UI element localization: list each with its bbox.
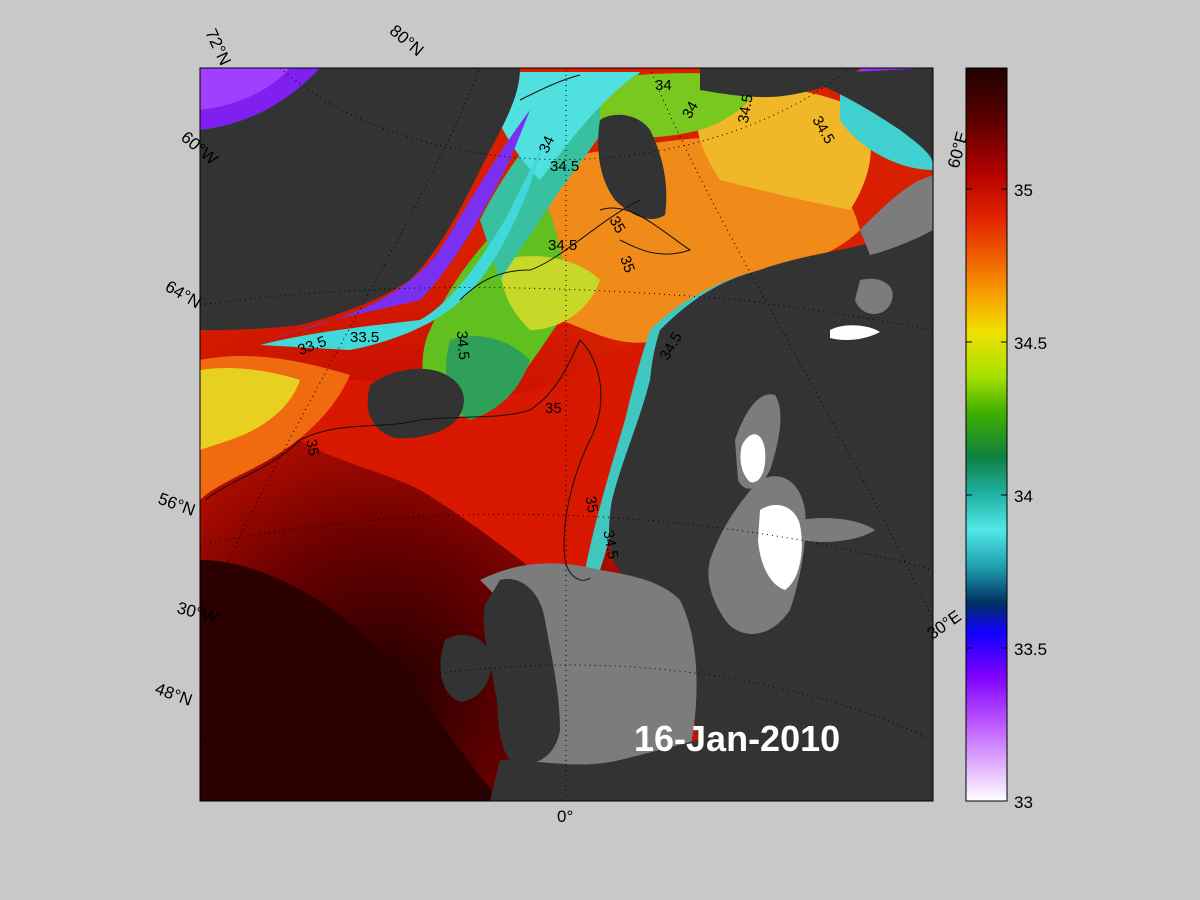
arctic-cyan-water xyxy=(480,72,640,180)
white-sea-inner xyxy=(855,278,893,315)
contour-label: 34.5 xyxy=(735,93,757,125)
contour-345-line xyxy=(459,199,641,301)
contour-34-line xyxy=(519,74,581,101)
jan-mayen-water xyxy=(500,256,600,330)
colorbar-tick-label: 35 xyxy=(1014,181,1033,200)
lat-label-56n: 56°N xyxy=(156,489,198,520)
contour-label: 34.5 xyxy=(599,529,621,561)
graticule-56n-parallel xyxy=(200,513,933,571)
deep-warm-water xyxy=(200,560,500,801)
colorbar-tick-label: 33 xyxy=(1014,793,1033,812)
labrador-yellow-water xyxy=(200,368,300,450)
white-sea-ice xyxy=(830,325,880,340)
graticule-64n-parallel xyxy=(200,287,933,331)
continental-europe xyxy=(490,730,933,801)
white-sea-mask xyxy=(860,175,933,255)
contour-label: 34.5 xyxy=(550,158,579,175)
contour-label: 33.5 xyxy=(350,329,379,346)
barents-sea-water xyxy=(696,86,871,210)
lon-label-0: 0° xyxy=(557,807,573,826)
colorbar-tick-label: 34.5 xyxy=(1014,334,1047,353)
map-frame xyxy=(199,67,934,802)
british-isles-landmass xyxy=(483,579,560,764)
iceland-north-water xyxy=(446,336,530,420)
ireland-landmass xyxy=(440,635,491,702)
east-greenland-current xyxy=(270,110,530,340)
iceland-landmass xyxy=(367,368,464,439)
colorbar-tick-label: 33.5 xyxy=(1014,640,1047,659)
lat-label-72n: 72°N xyxy=(201,26,234,68)
contour-label: 35 xyxy=(605,213,628,236)
lat-label-80n: 80°N xyxy=(386,21,427,60)
contour-label: 35 xyxy=(616,254,638,275)
greenland-landmass xyxy=(200,68,520,330)
colorbar-tick-label: 34 xyxy=(1014,487,1033,506)
kola-peninsula xyxy=(760,200,933,280)
contour-label: 35 xyxy=(582,495,602,514)
graticule-72n-parallel xyxy=(279,68,851,160)
bothnia-ice xyxy=(740,434,766,483)
colorbar: 35 34.5 34 33.5 33 xyxy=(965,67,1047,812)
finland-ice xyxy=(758,505,802,590)
gulf-of-finland-mask xyxy=(800,518,875,542)
contour-35-line-2 xyxy=(563,339,602,581)
contour-label: 35 xyxy=(545,400,562,417)
contour-label: 34 xyxy=(655,77,672,94)
contour-label: 35 xyxy=(302,438,322,457)
lat-label-48n: 48°N xyxy=(153,679,195,710)
contour-35-norwegian xyxy=(599,207,692,255)
contour-label: 34.5 xyxy=(548,237,577,254)
contour-35-line xyxy=(204,339,581,501)
nw-corner-water xyxy=(200,68,290,110)
graticule-48n-parallel xyxy=(200,664,933,741)
contour-label: 34 xyxy=(536,133,558,155)
contour-label: 34 xyxy=(679,99,702,122)
colorbar-gradient xyxy=(965,67,1008,802)
lat-label-64n: 64°N xyxy=(162,277,204,312)
svalbard-landmass xyxy=(598,114,667,220)
map-area: 16-Jan-2010 xyxy=(200,68,933,801)
novaya-zemlya-landmass xyxy=(790,68,933,165)
graticule-30e-meridian xyxy=(649,68,933,621)
date-label: 16-Jan-2010 xyxy=(634,718,840,759)
contour-label: 34.5 xyxy=(453,330,472,361)
